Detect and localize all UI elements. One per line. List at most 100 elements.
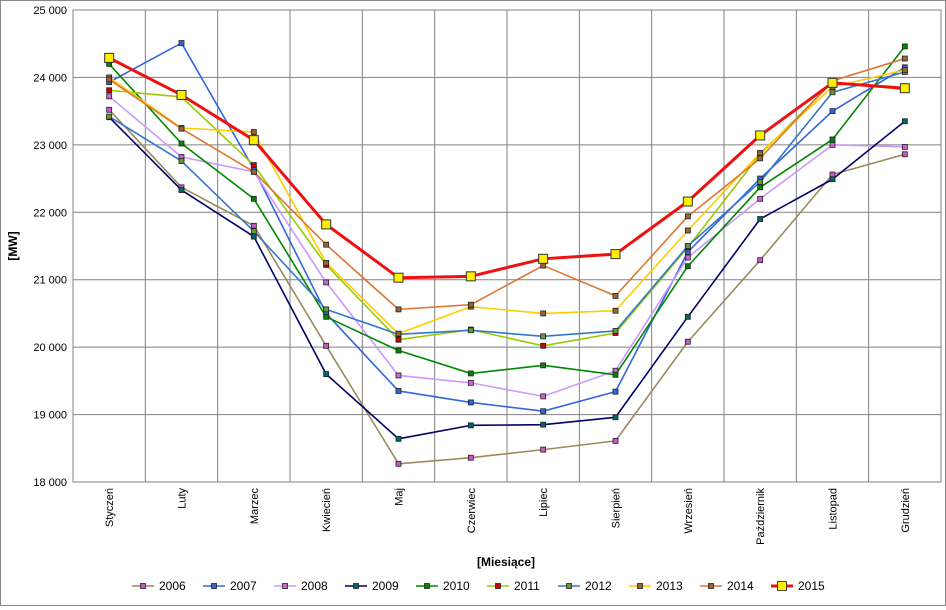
y-tick-label: 18 000 — [33, 477, 67, 489]
data-point-2014 — [106, 76, 113, 83]
data-point-2015 — [104, 52, 115, 63]
x-tick-label: Kwiecień — [321, 488, 333, 532]
data-point-2015 — [538, 253, 549, 264]
data-point-2009 — [829, 176, 836, 183]
y-axis-label: [MW] — [6, 231, 20, 260]
legend-swatch-marker — [495, 583, 501, 589]
data-point-2013 — [395, 330, 402, 337]
data-point-2014 — [467, 301, 474, 308]
data-point-2011 — [540, 342, 547, 349]
data-point-2006 — [323, 342, 330, 349]
data-point-2007 — [467, 399, 474, 406]
series-lines — [108, 42, 906, 465]
data-point-2014 — [323, 241, 330, 248]
data-point-2012 — [323, 306, 330, 313]
data-point-2010 — [829, 136, 836, 143]
data-point-2012 — [467, 327, 474, 334]
data-point-2015 — [827, 77, 838, 88]
data-point-2010 — [757, 184, 764, 191]
data-point-2009 — [395, 435, 402, 442]
data-point-2011 — [250, 162, 257, 168]
data-point-2009 — [901, 118, 908, 125]
data-point-2015 — [899, 83, 910, 94]
legend-swatch-marker — [140, 583, 146, 589]
legend-swatch-marker — [708, 583, 714, 589]
data-point-2015 — [755, 130, 766, 141]
legend-label: 2013 — [656, 579, 683, 593]
data-point-2010 — [684, 263, 691, 270]
data-point-2006 — [467, 454, 474, 461]
data-point-2010 — [540, 362, 547, 369]
series-line-2014 — [108, 57, 906, 311]
data-point-2009 — [757, 216, 764, 222]
data-point-2010 — [612, 371, 619, 378]
data-point-2006 — [901, 151, 908, 158]
data-point-2014 — [684, 213, 691, 220]
data-point-2011 — [395, 336, 402, 343]
series-line-2015 — [108, 56, 905, 280]
data-point-2014 — [757, 155, 764, 162]
data-point-2012 — [612, 328, 619, 334]
legend-swatch-marker — [566, 583, 572, 589]
data-point-2013 — [323, 259, 330, 266]
data-point-2010 — [250, 195, 257, 202]
data-point-2006 — [250, 222, 257, 229]
data-point-2008 — [540, 393, 547, 400]
x-tick-label: Czerwiec — [466, 488, 478, 534]
x-tick-label: Lipiec — [538, 488, 550, 517]
data-point-2014 — [178, 125, 185, 132]
data-point-2014 — [395, 306, 402, 313]
series-line-2010 — [108, 45, 906, 376]
data-point-2014 — [901, 55, 908, 62]
data-point-2012 — [829, 89, 836, 96]
data-point-2008 — [684, 254, 691, 261]
y-tick-label: 22 000 — [33, 207, 67, 219]
legend-label: 2012 — [585, 579, 612, 593]
data-point-2009 — [612, 414, 619, 421]
data-point-2013 — [757, 150, 764, 156]
data-point-2015 — [176, 89, 187, 100]
x-axis-label: [Miesiące] — [477, 555, 535, 569]
data-point-2006 — [612, 437, 619, 444]
data-point-2006 — [684, 338, 691, 345]
data-point-2011 — [106, 87, 113, 94]
x-tick-label: Maj — [394, 488, 406, 506]
data-point-2015 — [321, 219, 332, 230]
data-point-2012 — [684, 243, 691, 249]
legend-label: 2007 — [230, 579, 257, 593]
data-point-2015 — [393, 272, 404, 283]
data-point-2009 — [684, 313, 691, 320]
y-tick-label: 20 000 — [33, 342, 67, 354]
x-tick-label: Listopad — [828, 488, 840, 530]
data-point-2008 — [106, 93, 113, 100]
data-point-2015 — [248, 135, 259, 146]
data-point-2006 — [106, 106, 113, 113]
legend-label: 2011 — [514, 579, 540, 593]
data-point-2013 — [901, 67, 908, 73]
y-tick-label: 24 000 — [33, 72, 67, 84]
data-point-2015 — [465, 271, 476, 282]
data-point-2012 — [250, 228, 257, 235]
data-point-2013 — [612, 307, 619, 314]
data-point-2012 — [178, 158, 185, 164]
y-tick-label: 23 000 — [33, 140, 67, 152]
data-point-2007 — [612, 388, 619, 395]
data-point-2013 — [540, 310, 547, 317]
legend-label: 2015 — [798, 579, 825, 593]
legend-label: 2014 — [727, 579, 754, 593]
data-point-2009 — [323, 371, 330, 378]
x-tick-label: Styczeń — [104, 488, 116, 527]
legend-label: 2010 — [443, 579, 470, 593]
series-line-2012 — [108, 71, 906, 338]
x-tick-label: Marzec — [249, 488, 261, 525]
data-point-2007 — [540, 408, 547, 415]
x-tick-label: Luty — [177, 488, 189, 509]
x-tick-label: Grudzień — [900, 488, 912, 533]
legend-swatch-marker — [424, 583, 430, 589]
data-point-2015 — [682, 196, 693, 207]
series-markers — [104, 40, 910, 467]
x-tick-label: Sierpień — [611, 488, 623, 528]
data-point-2007 — [829, 108, 836, 115]
